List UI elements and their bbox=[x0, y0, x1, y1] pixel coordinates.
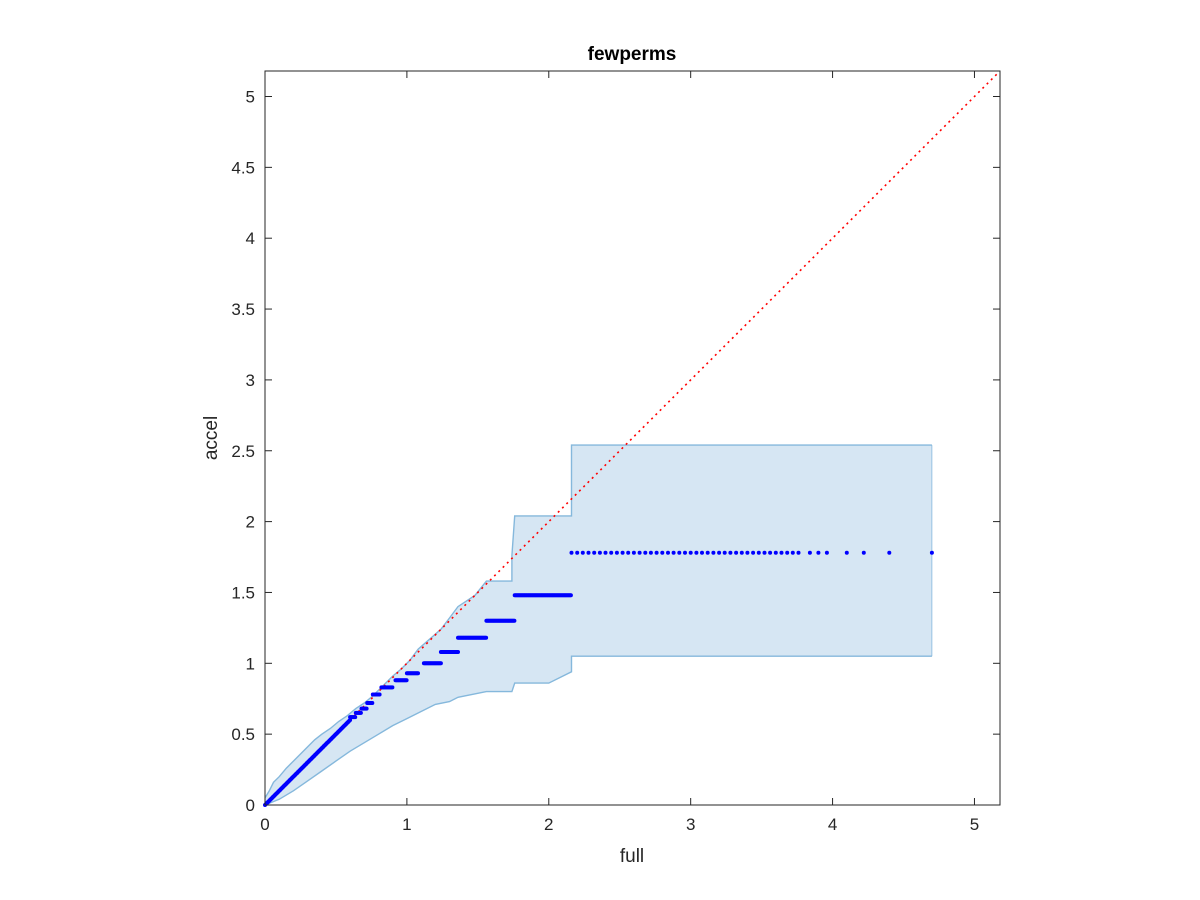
band-fill bbox=[265, 445, 932, 805]
data-point bbox=[683, 550, 687, 555]
data-point bbox=[637, 550, 642, 555]
y-tick-label: 2 bbox=[246, 513, 255, 532]
data-point bbox=[887, 550, 892, 555]
data-point bbox=[404, 678, 409, 683]
y-tick-label: 2.5 bbox=[231, 442, 255, 461]
confidence-band bbox=[264, 444, 933, 806]
data-point bbox=[358, 710, 363, 715]
reference-line-diagonal bbox=[264, 70, 1001, 806]
data-point bbox=[648, 550, 653, 555]
x-tick-label: 5 bbox=[970, 815, 979, 834]
data-point bbox=[416, 671, 420, 676]
data-point bbox=[790, 550, 795, 555]
data-point bbox=[512, 618, 517, 623]
data-point bbox=[631, 550, 636, 555]
data-point bbox=[745, 550, 750, 555]
data-point bbox=[785, 550, 790, 555]
y-tick-label: 3.5 bbox=[231, 300, 255, 319]
data-point bbox=[666, 550, 670, 555]
data-point bbox=[660, 550, 665, 555]
data-point bbox=[768, 550, 773, 555]
data-point bbox=[705, 550, 710, 555]
data-point bbox=[643, 550, 648, 555]
chart-title: fewperms bbox=[588, 44, 677, 65]
data-point bbox=[722, 550, 727, 555]
data-point bbox=[796, 550, 801, 555]
data-point bbox=[569, 550, 574, 555]
data-point bbox=[484, 635, 489, 640]
data-point bbox=[844, 550, 849, 555]
x-tick-label: 2 bbox=[544, 815, 553, 834]
reference-line bbox=[264, 70, 1001, 806]
data-point bbox=[597, 550, 602, 555]
data-point bbox=[751, 550, 756, 555]
data-point bbox=[861, 550, 866, 555]
y-tick-label: 1.5 bbox=[231, 583, 255, 602]
data-point bbox=[614, 550, 619, 555]
y-tick-label: 5 bbox=[246, 88, 255, 107]
data-point bbox=[756, 550, 761, 555]
y-axis-label: accel bbox=[201, 416, 222, 460]
data-point bbox=[438, 661, 443, 666]
x-tick-label: 0 bbox=[260, 815, 269, 834]
data-point bbox=[575, 550, 580, 555]
y-tick-label: 1 bbox=[246, 654, 255, 673]
data-point bbox=[694, 550, 699, 555]
data-point bbox=[592, 550, 597, 555]
data-point bbox=[711, 550, 716, 555]
axes-box bbox=[264, 70, 1001, 806]
data-point bbox=[671, 550, 676, 555]
data-point bbox=[700, 550, 704, 555]
data-point bbox=[626, 550, 631, 555]
data-point bbox=[654, 550, 659, 555]
data-point bbox=[816, 550, 821, 555]
x-tick-label: 3 bbox=[686, 815, 695, 834]
data-point bbox=[456, 650, 460, 654]
y-tick-label: 3 bbox=[246, 371, 255, 390]
data-point bbox=[609, 550, 614, 555]
band-lower-edge bbox=[264, 655, 932, 806]
data-point bbox=[620, 550, 625, 555]
data-points bbox=[263, 550, 934, 807]
axes bbox=[264, 70, 1001, 806]
data-point bbox=[824, 550, 829, 555]
data-point bbox=[370, 701, 375, 705]
y-tick-label: 0.5 bbox=[231, 725, 255, 744]
tick-labels: 0 1 2 3 4 5 0 0.5 1 1.5 2 2.5 3 3.5 4 4.5 5 bbox=[231, 88, 979, 834]
data-point bbox=[568, 593, 573, 598]
x-tick-label: 1 bbox=[402, 815, 411, 834]
data-point bbox=[353, 715, 358, 720]
y-tick-label: 4 bbox=[246, 229, 255, 248]
data-point bbox=[603, 550, 608, 555]
data-point bbox=[773, 550, 778, 555]
x-axis-label: full bbox=[620, 846, 644, 867]
data-point bbox=[377, 692, 382, 697]
data-point bbox=[364, 706, 369, 711]
data-point bbox=[390, 685, 395, 690]
data-point bbox=[762, 550, 767, 555]
data-point bbox=[779, 550, 784, 555]
data-point bbox=[734, 550, 739, 555]
data-point bbox=[580, 550, 585, 555]
data-point bbox=[728, 550, 733, 555]
x-tick-label: 4 bbox=[828, 815, 837, 834]
data-point bbox=[586, 550, 591, 555]
data-point bbox=[677, 550, 682, 555]
y-tick-label: 4.5 bbox=[231, 158, 255, 177]
data-point bbox=[929, 550, 934, 555]
data-point bbox=[739, 550, 744, 555]
y-tick-label: 0 bbox=[246, 796, 255, 815]
data-point bbox=[688, 550, 693, 555]
data-point bbox=[717, 550, 722, 555]
data-point bbox=[807, 550, 812, 555]
